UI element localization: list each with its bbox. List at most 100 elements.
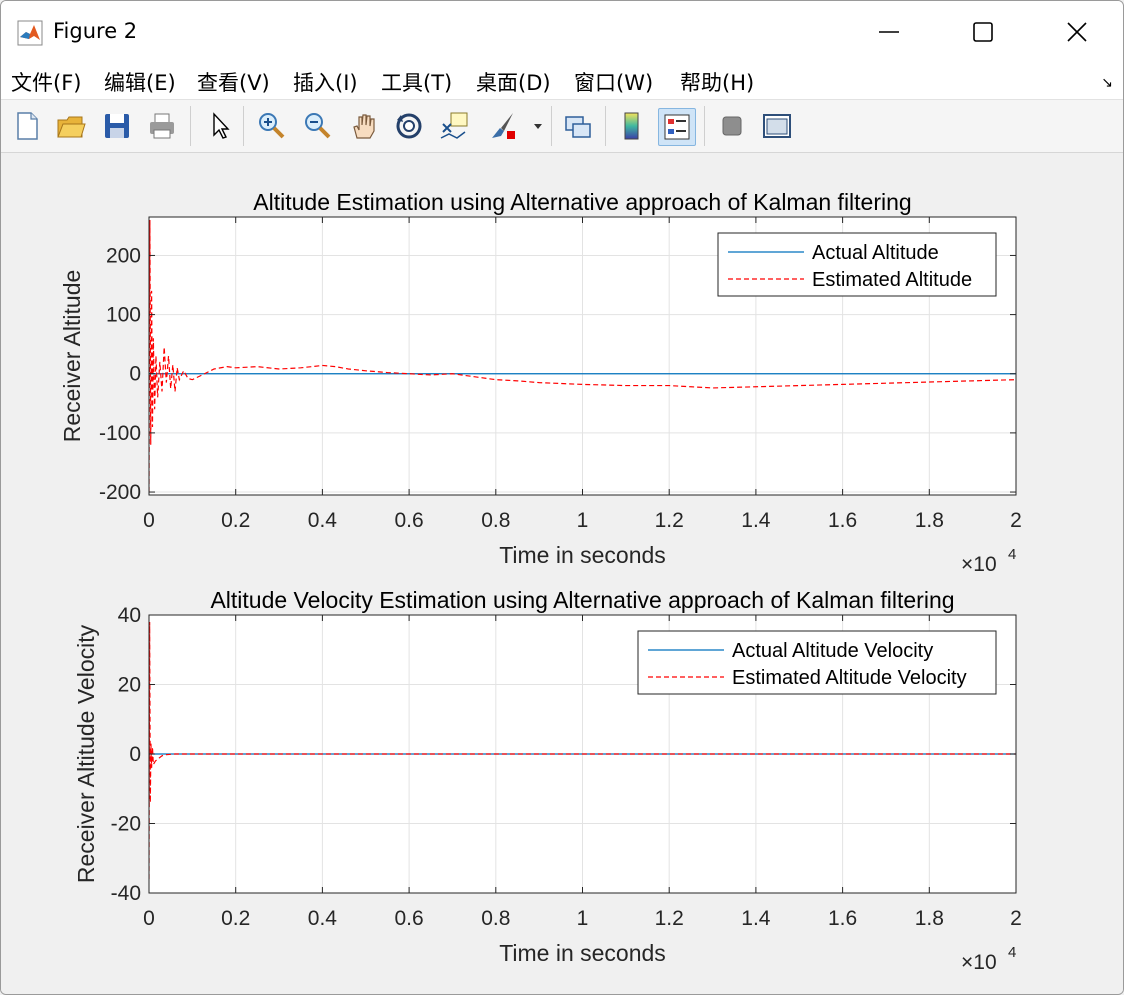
link-plot-icon [565,116,591,138]
toolbar-separator [551,106,552,146]
x-tick-label: 0.4 [308,509,338,532]
y-tick-label: 200 [106,244,141,267]
brush-icon [492,113,515,139]
chevron-down-icon [534,124,542,129]
menu-view[interactable]: 查看(V) [197,71,270,95]
print-button[interactable] [144,108,180,144]
x-tick-label: 2 [1010,509,1022,532]
open-file-button[interactable] [53,108,89,144]
menu-bar: 文件(F) 编辑(E) 查看(V) 插入(I) 工具(T) 桌面(D) 窗口(W… [1,61,1123,100]
legend-entry-label: Actual Altitude Velocity [732,640,933,662]
x-tick-label: 0.2 [221,509,250,532]
y-axis-label: Receiver Altitude [59,270,85,443]
edit-plot-arrow-icon [213,112,230,139]
menu-tools[interactable]: 工具(T) [381,71,453,95]
pan-hand-icon [353,114,375,139]
dock-figure-icon[interactable]: ↘ [1101,74,1113,90]
link-plot-button[interactable] [560,108,596,144]
legend-entry-label: Estimated Altitude Velocity [732,667,967,689]
matlab-logo-icon [17,20,43,46]
zoom-out-icon [305,113,331,139]
x-axis-label: Time in seconds [499,940,666,966]
save-button[interactable] [99,108,135,144]
x-tick-label: 1.6 [828,509,857,532]
y-tick-label: -200 [99,481,141,504]
x-tick-label: 1.8 [915,907,944,930]
x-tick-label: 0.8 [481,509,510,532]
x-tick-label: 1.8 [915,509,944,532]
close-button[interactable] [1031,9,1123,55]
x-tick-label: 0 [143,509,155,532]
legend-box [637,630,997,695]
axes-2: 0 0.2 0.4 0.6 0.8 1 1.2 1.4 1.6 1.8 2 -40 -20 0 20 40 ×1… [73,587,1022,974]
toolbar-separator [190,106,191,146]
hide-plot-tools-icon [722,116,742,136]
open-file-icon [57,116,86,138]
figure-toolbar [1,100,1123,153]
zoom-out-button[interactable] [299,108,335,144]
show-plot-tools-button[interactable] [759,108,795,144]
menu-file[interactable]: 文件(F) [11,71,82,95]
x-tick-label: 1.4 [741,509,771,532]
x-tick-label: 1.4 [741,907,771,930]
legend-entry-label: Estimated Altitude [812,269,972,291]
x-tick-label: 1.2 [655,907,684,930]
menu-edit[interactable]: 编辑(E) [104,71,176,95]
pan-button[interactable] [346,108,382,144]
legend-icon [664,114,690,140]
new-figure-icon [17,112,38,140]
title-bar[interactable]: Figure 2 [1,1,1123,61]
figure-plots: 0 0.2 0.4 0.6 0.8 1 1.2 1.4 1.6 1.8 2-200-10001002… [59,189,1022,974]
rotate-3d-button[interactable] [391,108,427,144]
toolbar-separator [605,106,606,146]
y-tick-label: -20 [111,813,141,836]
edit-plot-button[interactable] [201,108,237,144]
x-tick-label: 1.6 [828,907,857,930]
new-figure-button[interactable] [9,108,45,144]
legend: Actual Altitude Estimated Altitude [717,232,997,297]
menu-desktop[interactable]: 桌面(D) [476,71,551,95]
menu-window[interactable]: 窗口(W) [574,71,654,95]
rotate-3d-icon [396,113,422,139]
print-icon [150,113,174,139]
x-exponent-power: 4 [1008,546,1016,563]
y-tick-label: -100 [99,422,141,445]
window-title: Figure 2 [53,19,138,43]
brush-button[interactable] [485,108,521,144]
minimize-button[interactable] [843,9,935,55]
x-tick-label: 2 [1010,907,1022,930]
y-tick-label: 100 [106,304,141,327]
y-tick-label: 40 [118,604,141,627]
toolbar-separator [243,106,244,146]
maximize-icon [973,22,993,42]
zoom-in-button[interactable] [253,108,289,144]
data-cursor-button[interactable] [437,108,473,144]
menu-help[interactable]: 帮助(H) [680,71,755,95]
menu-insert[interactable]: 插入(I) [293,71,358,95]
x-tick-label: 1 [577,907,589,930]
colorbar-button[interactable] [614,108,650,144]
x-tick-label: 0.4 [308,907,338,930]
toolbar-separator [704,106,705,146]
legend-button[interactable] [658,108,696,146]
legend-box [717,232,997,297]
x-exponent-label: ×10 [961,553,997,576]
hide-plot-tools-button[interactable] [714,108,750,144]
maximize-button[interactable] [937,9,1029,55]
close-icon [1067,22,1087,42]
x-tick-label: 1.2 [655,509,684,532]
axes-1: 0 0.2 0.4 0.6 0.8 1 1.2 1.4 1.6 1.8 2 -200 -100 0 100 2… [59,189,1022,576]
axes-title: Altitude Velocity Estimation using Alter… [210,587,954,613]
zoom-in-icon [259,113,285,139]
legend: Actual Altitude Velocity Estimated Altitu… [637,630,997,695]
y-axis-label: Receiver Altitude Velocity [73,624,99,883]
x-tick-label: 0.8 [481,907,510,930]
minimize-icon [879,31,899,33]
data-cursor-icon [440,112,468,139]
y-tick-label: 0 [129,743,141,766]
figure-canvas: 0 0.2 0.4 0.6 0.8 1 1.2 1.4 1.6 1.8 2 -200 -100 0 100 2… [1,153,1123,994]
x-exponent-power: 4 [1008,944,1016,961]
brush-dropdown[interactable] [529,108,545,144]
axes-title: Altitude Estimation using Alternative ap… [253,189,911,215]
